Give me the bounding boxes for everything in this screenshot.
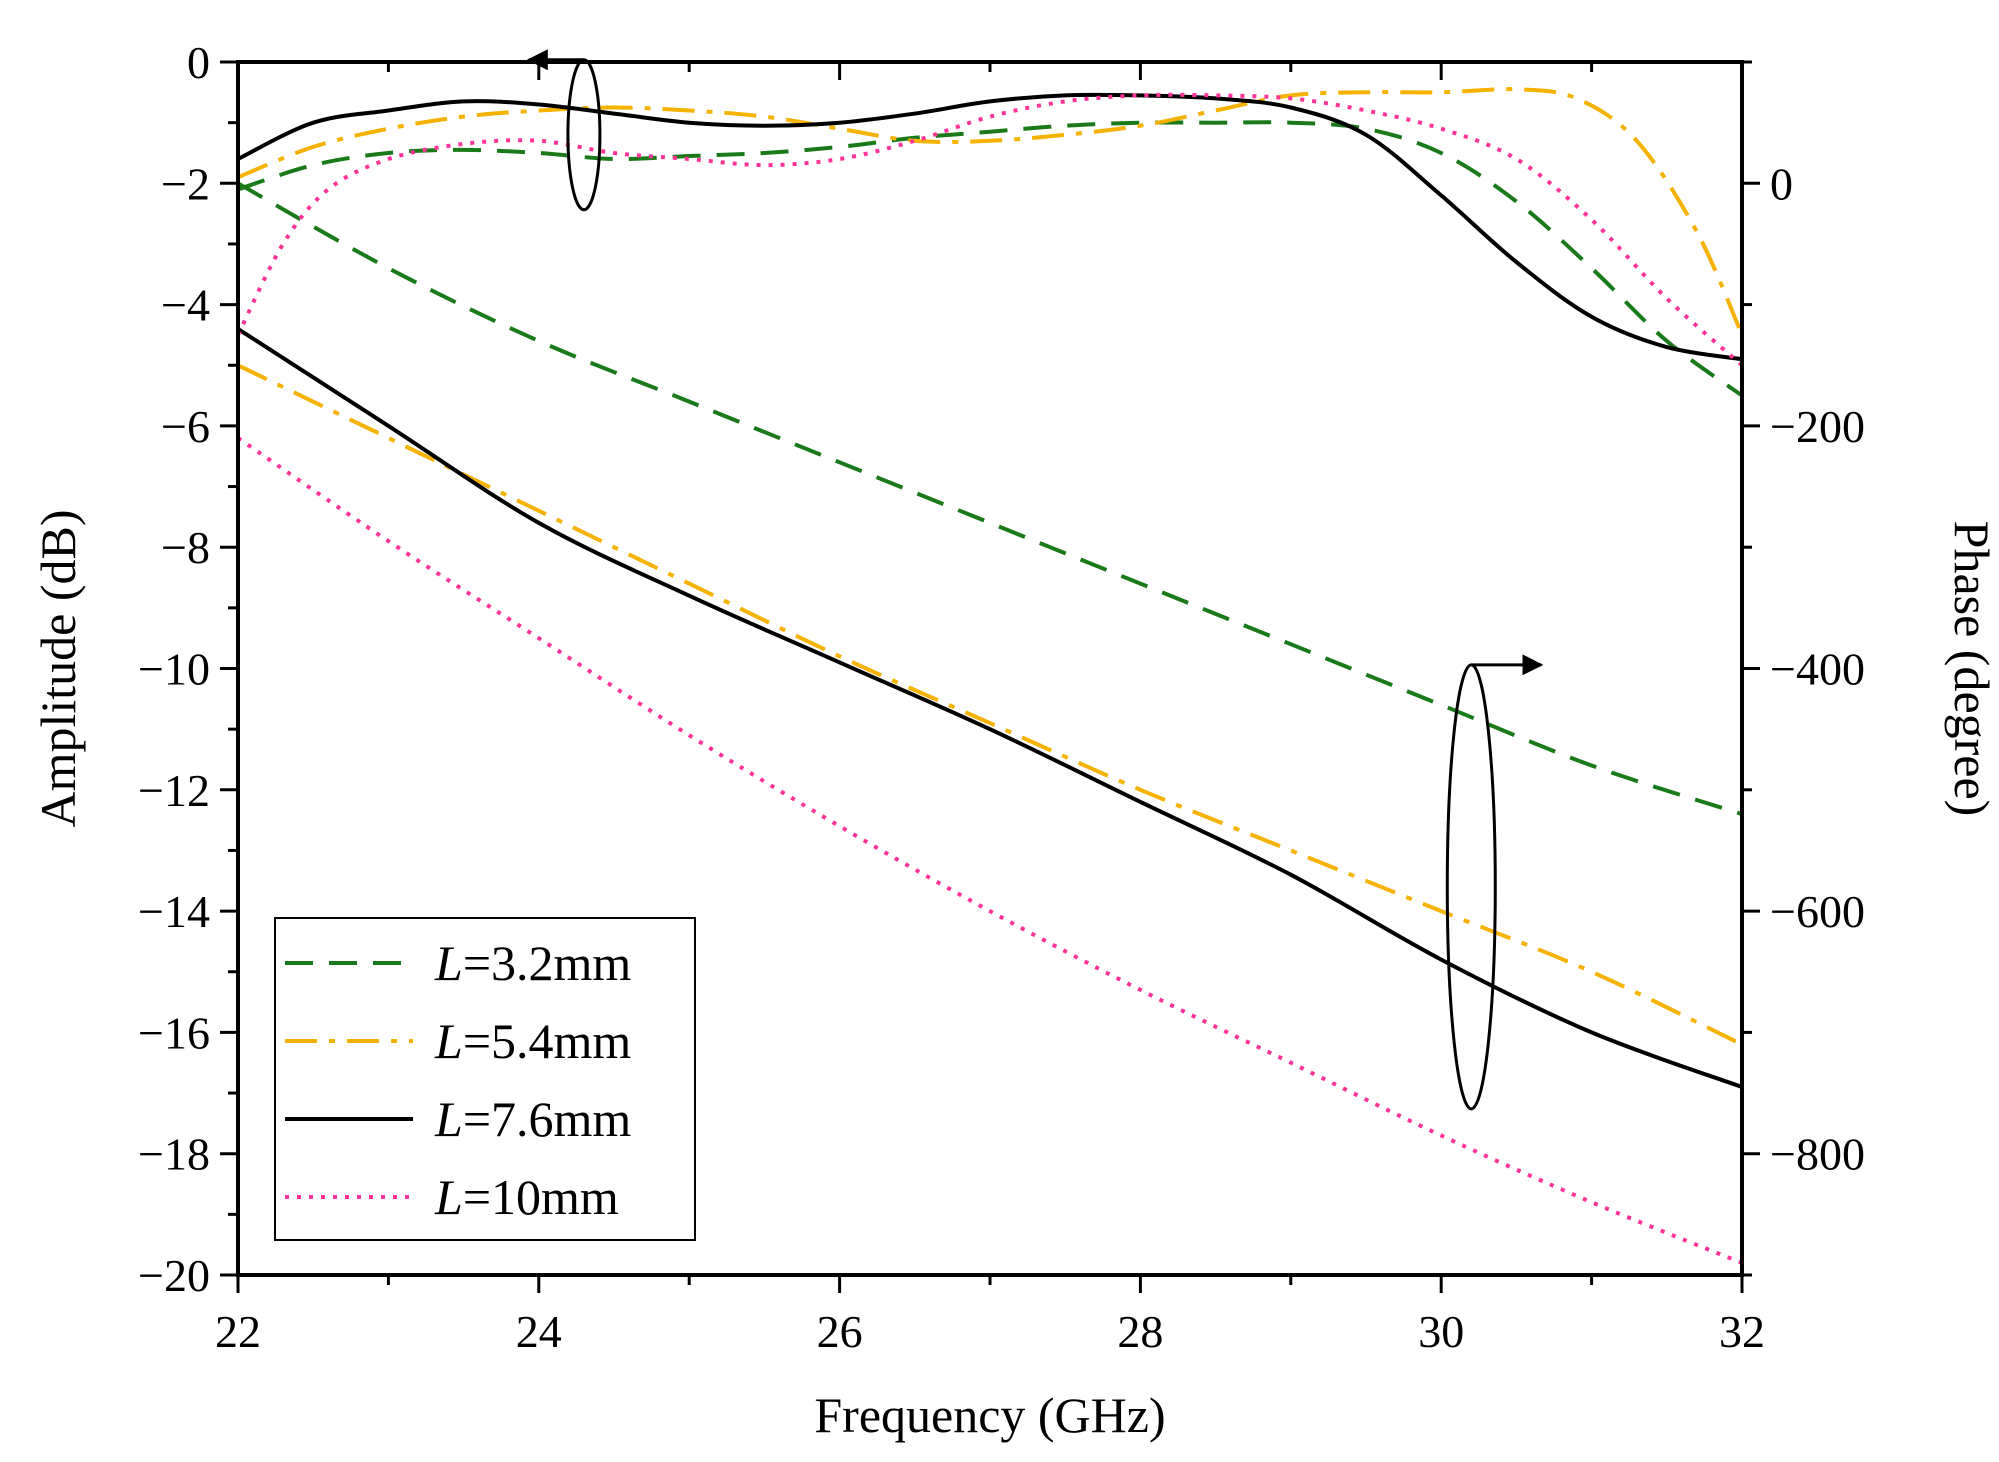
y-left-tick-label: −2	[161, 158, 210, 209]
y-left-tick-label: −16	[138, 1007, 210, 1058]
legend-label: L=3.2mm	[434, 935, 631, 991]
legend-label-value: =7.6mm	[463, 1091, 632, 1147]
x-tick-label: 28	[1117, 1306, 1163, 1357]
legend-label-variable: L	[434, 1013, 463, 1069]
y-left-tick-label: −8	[161, 522, 210, 573]
x-tick-label: 22	[215, 1306, 261, 1357]
x-tick-label: 24	[516, 1306, 562, 1357]
legend-label-variable: L	[434, 1091, 463, 1147]
phase-line-series-2	[236, 327, 1743, 1089]
y-right-tick-label: −400	[1770, 644, 1865, 695]
amplitude-line-series-0	[237, 120, 1744, 398]
legend-label: L=7.6mm	[434, 1091, 631, 1147]
y-right-tick-label: −600	[1770, 886, 1865, 937]
y-right-tick-label: −200	[1770, 401, 1865, 452]
legend-label-value: =5.4mm	[463, 1013, 632, 1069]
y-left-tick-label: −20	[138, 1250, 210, 1301]
amplitude-line-series-2	[237, 92, 1743, 362]
series-layer	[236, 87, 1744, 1265]
y-left-tick-label: −12	[138, 765, 210, 816]
phase-line-series-3	[236, 436, 1743, 1265]
y-left-tick-label: −6	[161, 401, 210, 452]
x-axis-title: Frequency (GHz)	[814, 1387, 1165, 1443]
y-left-tick-label: −4	[161, 280, 210, 331]
x-tick-label: 26	[817, 1306, 863, 1357]
amplitude-line-series-1	[237, 87, 1744, 336]
y-left-tick-label: 0	[187, 37, 210, 88]
y-right-axis-title: Phase (degree)	[1944, 521, 1999, 817]
legend-label-variable: L	[434, 1169, 463, 1225]
y-left-tick-label: −10	[138, 644, 210, 695]
x-tick-label: 30	[1418, 1306, 1464, 1357]
y-right-tick-label: 0	[1770, 158, 1793, 209]
legend-label-variable: L	[434, 935, 463, 991]
y-left-tick-label: −18	[138, 1129, 210, 1180]
legend-label-value: =10mm	[463, 1169, 619, 1225]
amplitude-line-series-3	[236, 92, 1744, 367]
y-right-tick-label: −800	[1770, 1129, 1865, 1180]
phase-line-series-0	[237, 181, 1743, 817]
annotation-layer	[526, 49, 1544, 1111]
legend-box	[274, 917, 696, 1241]
legend-label: L=5.4mm	[434, 1013, 631, 1069]
legend-label-value: =3.2mm	[463, 935, 632, 991]
y-left-tick-label: −14	[138, 886, 210, 937]
legend-label: L=10mm	[434, 1169, 619, 1225]
phase-line-series-1	[237, 363, 1743, 1047]
x-tick-label: 32	[1719, 1306, 1765, 1357]
y-left-axis-title: Amplitude (dB)	[30, 509, 86, 827]
axis-layer: 22 24 26 28 30 320−2−4−6−8−10−12−14−16−18−200…	[138, 37, 1865, 1357]
